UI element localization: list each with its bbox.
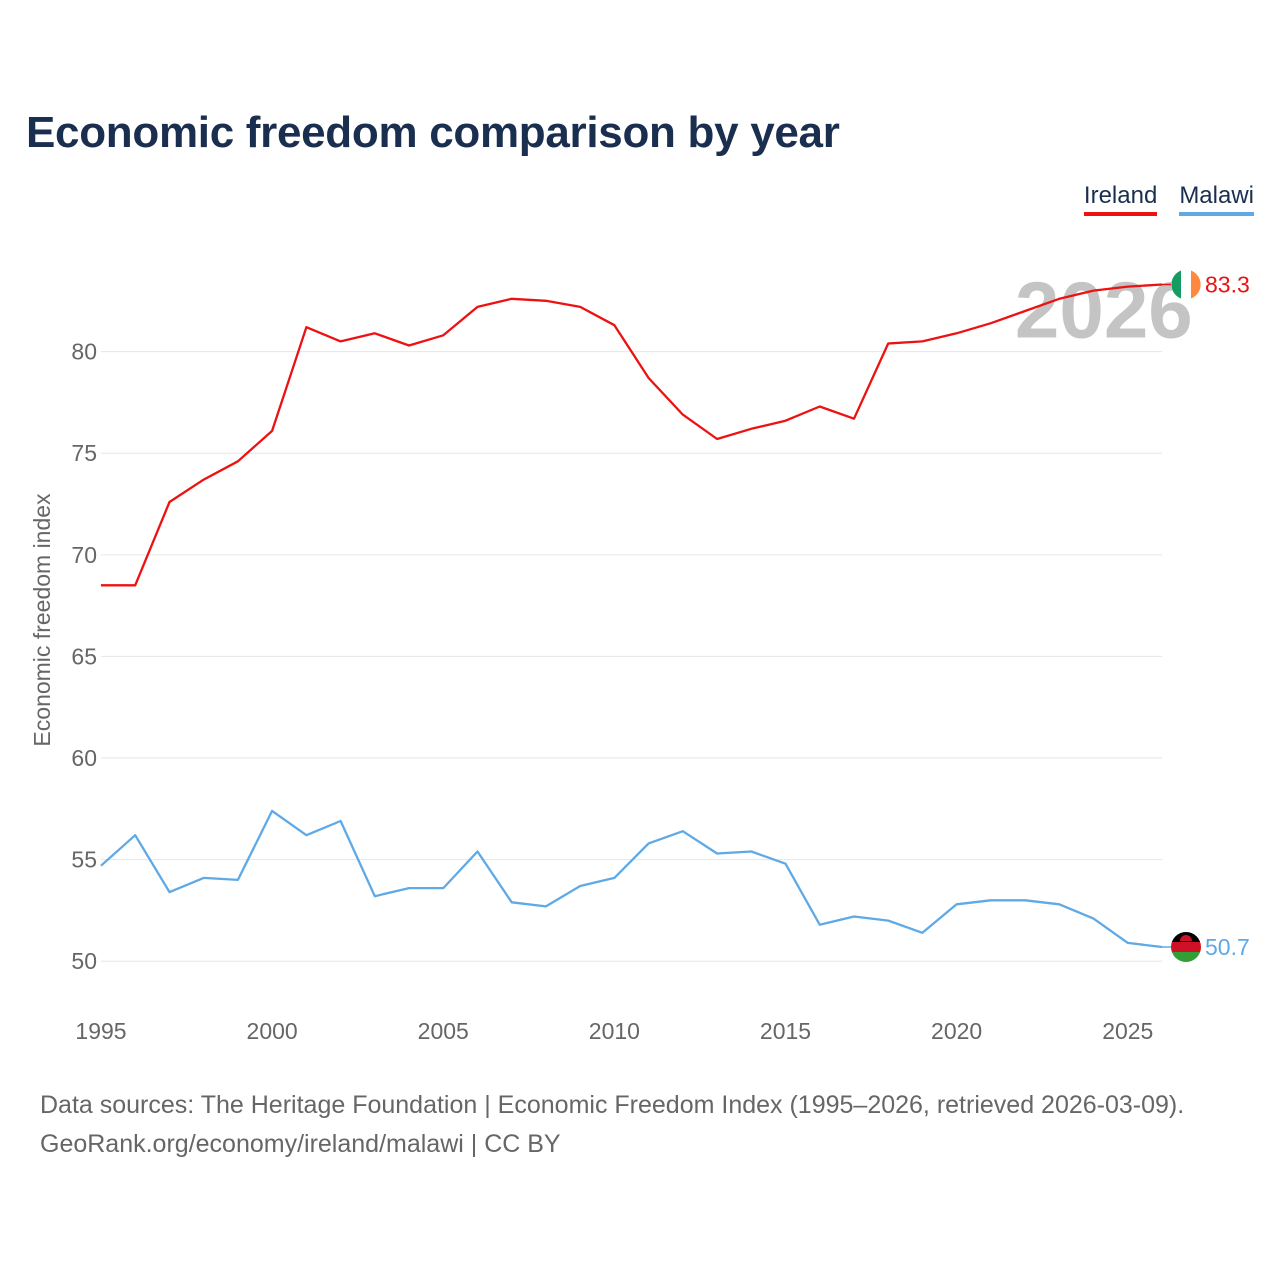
x-tick-label: 2010 [589,1018,640,1044]
flag-band-red [1171,942,1201,953]
y-tick-label: 70 [71,542,97,568]
y-tick-label: 60 [71,745,97,771]
x-tick-label: 1995 [75,1018,126,1044]
y-tick-label: 50 [71,948,97,974]
x-tick-label: 2025 [1102,1018,1153,1044]
legend-item-malawi[interactable]: Malawi [1179,182,1254,216]
y-tick-label: 80 [71,339,97,365]
legend-item-ireland[interactable]: Ireland [1083,182,1158,216]
y-tick-label: 65 [71,643,97,669]
series-line-ireland [101,283,1163,587]
x-tick-label: 2005 [418,1018,469,1044]
flag-bands [1171,932,1201,963]
data-source-note: Data sources: The Heritage Foundation | … [40,1091,1185,1119]
end-value-label-ireland: 83.3 [1205,272,1250,298]
y-tick-label: 55 [71,847,97,873]
x-tick-label: 2020 [931,1018,982,1044]
flag-band-green [1171,270,1181,299]
end-value-label-malawi: 50.7 [1205,934,1250,960]
x-tick-label: 2000 [247,1018,298,1044]
attribution: GeoRank.org/economy/ireland/malawi | CC … [40,1130,561,1158]
x-tick-label: 2015 [760,1018,811,1044]
flag-ireland-icon [1171,269,1201,300]
series-line-malawi [100,809,1163,949]
y-axis-label: Economic freedom index [29,493,55,747]
footer: Data sources: The Heritage Foundation | … [40,1086,1184,1164]
flag-sun [1180,935,1192,942]
flag-band-orange [1191,270,1201,299]
chart-title: Economic freedom comparison by year [26,108,840,157]
flag-malawi-icon [1171,932,1201,963]
y-tick-label: 75 [71,440,97,466]
flag-band-green [1171,952,1201,963]
watermark-year: 2026 [1015,265,1193,354]
legend: Ireland Malawi [1083,182,1254,216]
